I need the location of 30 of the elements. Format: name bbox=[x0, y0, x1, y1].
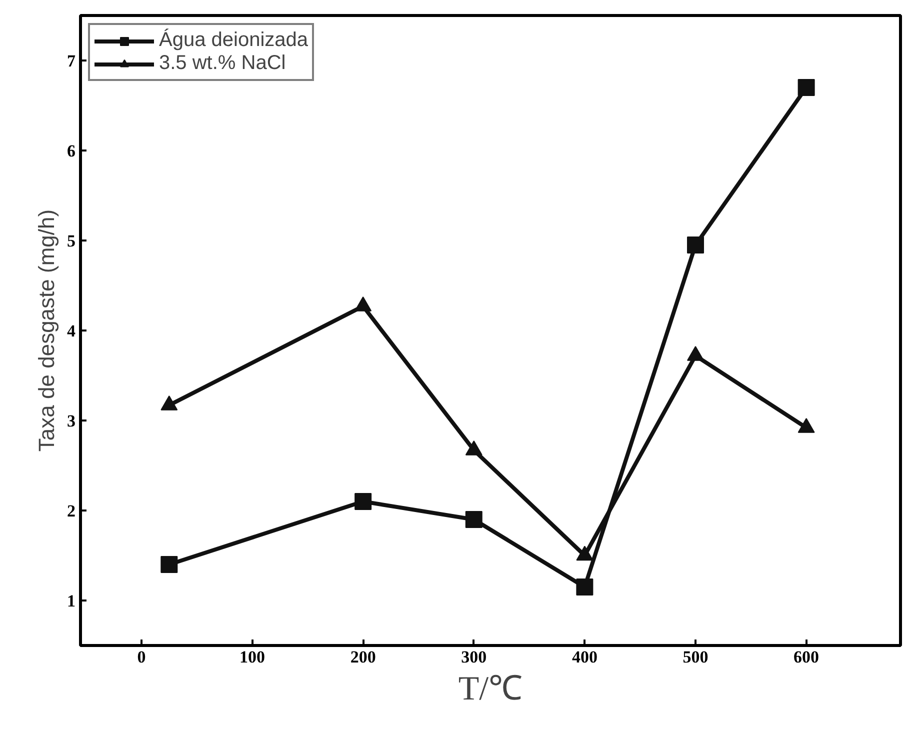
legend-label: Água deionizada bbox=[159, 29, 308, 52]
x-tick-label: 200 bbox=[350, 648, 376, 666]
legend-label: 3.5 wt.% NaCl bbox=[159, 52, 286, 75]
point bbox=[465, 440, 482, 456]
y-tick-label: 2 bbox=[67, 502, 76, 520]
point bbox=[798, 79, 815, 96]
point bbox=[354, 493, 372, 510]
point bbox=[687, 236, 704, 254]
point bbox=[160, 556, 178, 573]
x-tick-label: 400 bbox=[572, 648, 598, 666]
point bbox=[354, 296, 372, 312]
x-tick-label: 300 bbox=[461, 648, 487, 666]
point bbox=[160, 395, 178, 410]
point bbox=[465, 511, 482, 528]
x-tick-label: 600 bbox=[794, 648, 820, 666]
y-tick-label: 5 bbox=[67, 232, 76, 250]
y-tick-label: 6 bbox=[67, 142, 76, 160]
y-tick-label: 1 bbox=[67, 592, 76, 610]
x-tick-label: 500 bbox=[682, 648, 708, 666]
x-tick-label: 0 bbox=[137, 648, 146, 666]
point bbox=[687, 346, 704, 361]
y-tick-label: 4 bbox=[67, 322, 76, 340]
y-axis-title: Taxa de desgaste (mg/h) bbox=[34, 209, 59, 452]
y-tick-label: 3 bbox=[67, 412, 76, 430]
point bbox=[576, 546, 594, 561]
point bbox=[798, 418, 815, 433]
x-axis-title: T/℃ bbox=[458, 670, 523, 708]
point bbox=[576, 578, 594, 596]
y-tick-label: 7 bbox=[67, 52, 76, 70]
x-tick-label: 100 bbox=[240, 648, 266, 666]
